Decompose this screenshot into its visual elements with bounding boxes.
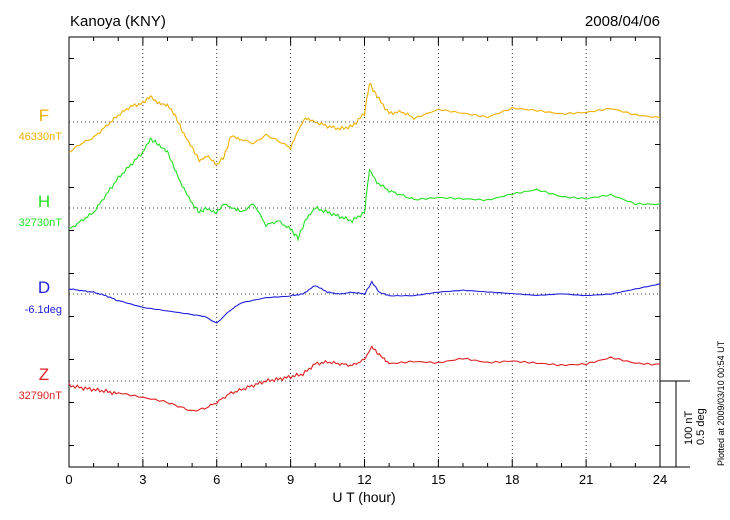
x-tick-label: 12 [357,472,371,487]
series-line-d [68,280,661,324]
date-label: 2008/04/06 [585,13,660,30]
station-title: Kanoya (KNY) [70,13,166,30]
x-tick-label: 0 [65,472,72,487]
scale-bar: 100 nT 0.5 deg [660,380,707,468]
series-name-h: H [38,192,50,211]
label-layer: F 46330nT H 32730nT D -6.1deg Z 32790nT [19,106,63,402]
series-baseline-f: 46330nT [19,131,63,143]
series-baseline-d: -6.1deg [25,304,62,316]
tick-layer: 0 3 6 9 12 15 18 21 24 [65,37,667,487]
x-tick-label: 24 [653,472,667,487]
x-axis-label: U T (hour) [332,489,395,505]
series-baseline-z: 32790nT [19,390,63,402]
x-tick-label: 21 [579,472,593,487]
series-name-d: D [38,278,50,297]
scale-bar-deg-label: 0.5 deg [695,408,707,445]
x-tick-label: 6 [213,472,220,487]
x-tick-label: 18 [505,472,519,487]
series-line-z [68,345,661,412]
series-line-f [68,82,661,165]
series-layer [68,82,661,412]
plotted-timestamp: Plotted at 2009/03/10 00:54 UT [716,340,726,466]
series-line-h [68,137,661,242]
series-baseline-h: 32730nT [19,217,63,229]
x-tick-label: 3 [139,472,146,487]
x-tick-label: 9 [287,472,294,487]
grid-layer [69,37,660,467]
series-name-f: F [39,106,49,125]
series-name-z: Z [39,365,49,384]
x-tick-label: 15 [431,472,445,487]
scale-bar-nT-label: 100 nT [683,410,695,445]
